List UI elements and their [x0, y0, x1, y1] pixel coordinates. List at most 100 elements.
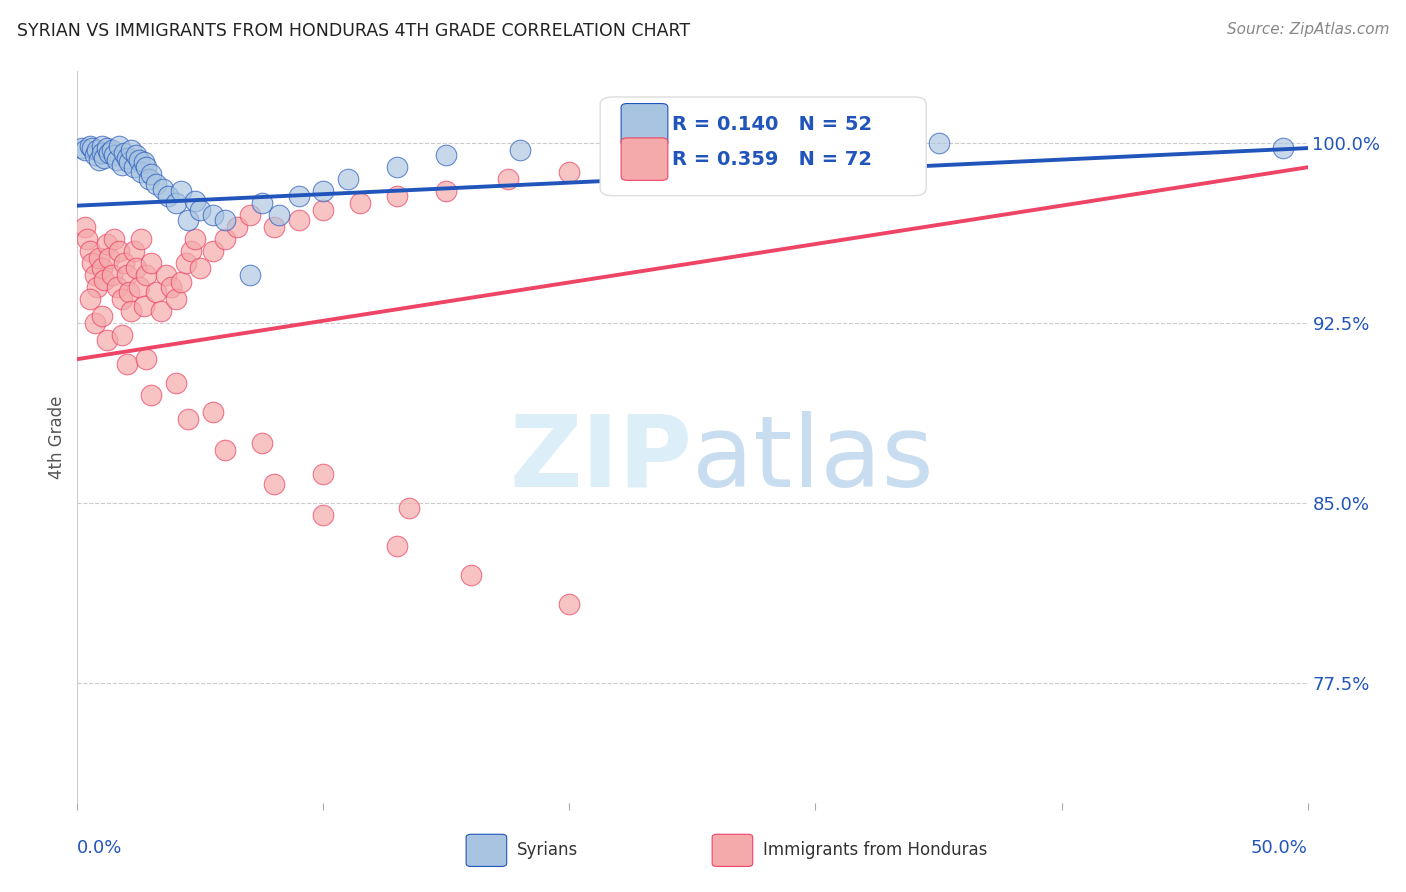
- Point: [128, 280, 150, 294]
- Point: [607, 141, 630, 155]
- Point: [385, 161, 409, 175]
- Text: R = 0.140   N = 52: R = 0.140 N = 52: [672, 115, 872, 135]
- Point: [129, 165, 153, 179]
- Point: [180, 244, 202, 259]
- Point: [90, 145, 114, 160]
- Point: [214, 213, 236, 227]
- FancyBboxPatch shape: [600, 97, 927, 195]
- Point: [312, 184, 335, 198]
- FancyBboxPatch shape: [713, 834, 752, 866]
- Point: [101, 268, 124, 283]
- Point: [177, 213, 200, 227]
- Point: [145, 177, 167, 191]
- Point: [90, 138, 114, 153]
- Point: [103, 232, 125, 246]
- Point: [98, 145, 121, 160]
- Point: [239, 268, 262, 283]
- FancyBboxPatch shape: [467, 834, 506, 866]
- Point: [239, 208, 262, 222]
- Point: [112, 145, 135, 160]
- Point: [121, 144, 143, 158]
- Point: [250, 436, 273, 450]
- Point: [105, 280, 128, 294]
- Point: [349, 196, 371, 211]
- Point: [184, 232, 207, 246]
- Text: 0.0%: 0.0%: [77, 839, 122, 857]
- Point: [288, 189, 311, 203]
- Point: [155, 268, 177, 283]
- Point: [128, 153, 150, 167]
- FancyBboxPatch shape: [621, 138, 668, 180]
- FancyBboxPatch shape: [621, 103, 668, 146]
- Point: [86, 280, 108, 294]
- Point: [214, 443, 236, 458]
- Point: [312, 467, 335, 482]
- Point: [157, 189, 180, 203]
- Point: [105, 153, 128, 167]
- Point: [152, 182, 174, 196]
- Point: [111, 328, 132, 343]
- Point: [150, 304, 173, 318]
- Point: [337, 172, 360, 186]
- Point: [385, 189, 409, 203]
- Point: [115, 357, 138, 371]
- Point: [214, 232, 236, 246]
- Point: [165, 196, 187, 211]
- Point: [141, 388, 163, 402]
- Point: [558, 165, 581, 179]
- Point: [111, 292, 132, 306]
- Point: [263, 220, 285, 235]
- Point: [288, 213, 311, 227]
- Point: [79, 292, 101, 306]
- Point: [93, 151, 115, 165]
- Point: [89, 252, 111, 266]
- Point: [125, 148, 148, 162]
- Point: [141, 168, 163, 182]
- Point: [201, 208, 224, 222]
- Point: [115, 151, 138, 165]
- Text: atlas: atlas: [693, 410, 934, 508]
- Text: Source: ZipAtlas.com: Source: ZipAtlas.com: [1226, 22, 1389, 37]
- Text: R = 0.359   N = 72: R = 0.359 N = 72: [672, 150, 872, 169]
- Point: [731, 155, 754, 169]
- Text: ZIP: ZIP: [509, 410, 693, 508]
- Text: SYRIAN VS IMMIGRANTS FROM HONDURAS 4TH GRADE CORRELATION CHART: SYRIAN VS IMMIGRANTS FROM HONDURAS 4TH G…: [17, 22, 690, 40]
- Point: [90, 309, 114, 323]
- Point: [170, 184, 193, 198]
- Point: [509, 144, 531, 158]
- Point: [112, 256, 135, 270]
- Point: [132, 299, 155, 313]
- Point: [263, 476, 285, 491]
- Point: [135, 161, 157, 175]
- Point: [496, 172, 519, 186]
- Point: [96, 333, 118, 347]
- Point: [436, 184, 458, 198]
- Point: [125, 260, 148, 275]
- Point: [89, 153, 111, 167]
- Point: [177, 412, 200, 426]
- Point: [82, 256, 104, 270]
- Point: [108, 244, 131, 259]
- Point: [145, 285, 167, 299]
- Point: [170, 276, 193, 290]
- Point: [73, 144, 96, 158]
- Point: [558, 597, 581, 611]
- Point: [436, 148, 458, 162]
- Point: [165, 292, 187, 306]
- Point: [79, 138, 101, 153]
- Text: Syrians: Syrians: [516, 841, 578, 859]
- Point: [76, 232, 98, 246]
- Point: [79, 244, 101, 259]
- Point: [184, 194, 207, 208]
- Point: [118, 155, 141, 169]
- Point: [101, 144, 124, 158]
- Point: [201, 244, 224, 259]
- Point: [188, 203, 212, 218]
- Point: [312, 203, 335, 218]
- Point: [165, 376, 187, 391]
- Point: [201, 405, 224, 419]
- Point: [98, 252, 121, 266]
- Point: [115, 268, 138, 283]
- Point: [96, 237, 118, 252]
- Point: [118, 285, 141, 299]
